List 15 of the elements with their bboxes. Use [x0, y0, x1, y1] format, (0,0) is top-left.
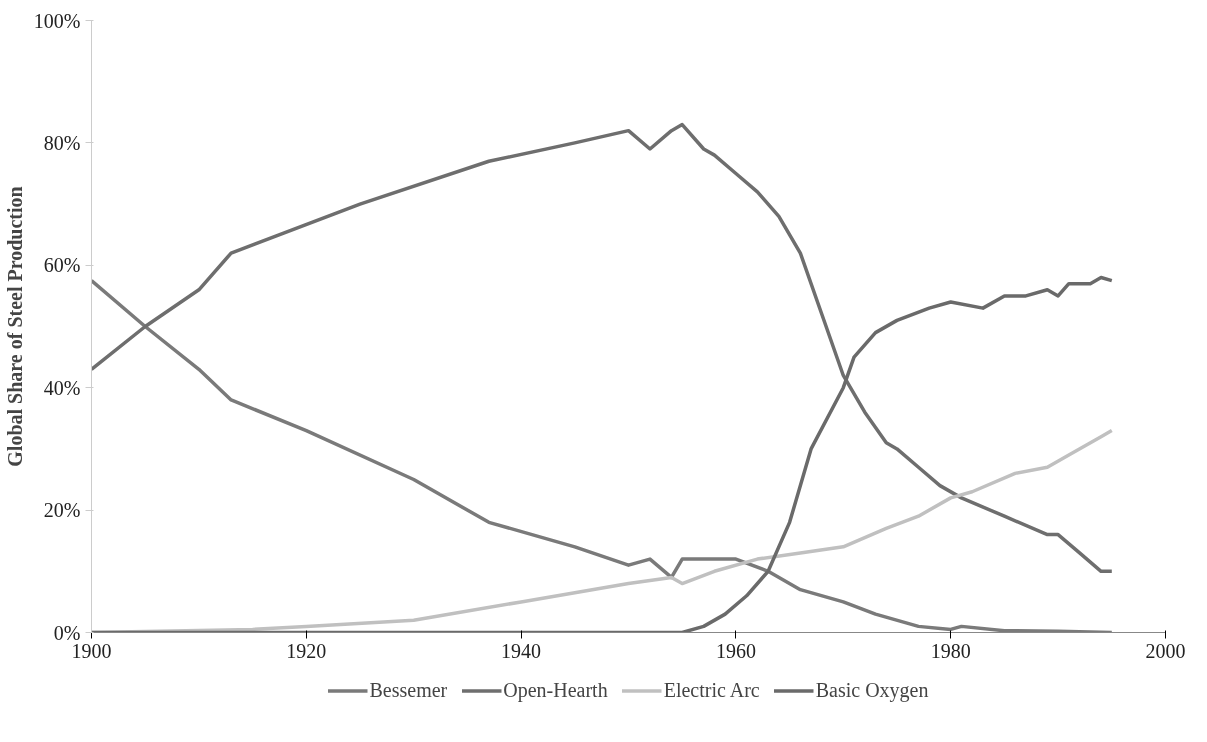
x-tick-label: 1940 — [501, 639, 542, 662]
y-tick-label: 20% — [43, 499, 81, 522]
legend-label: Bessemer — [369, 678, 448, 702]
legend-label: Open-Hearth — [503, 678, 608, 702]
y-tick-label: 80% — [43, 131, 81, 154]
x-tick-label: 2000 — [1145, 639, 1186, 662]
x-tick-label: 1980 — [930, 639, 971, 662]
y-tick-label: 60% — [43, 254, 81, 277]
legend-label: Basic Oxygen — [815, 678, 929, 702]
x-tick-label: 1920 — [286, 639, 327, 662]
x-tick-label: 1960 — [715, 639, 756, 662]
y-axis-title: Global Share of Steel Production — [3, 186, 26, 467]
y-tick-label: 40% — [43, 376, 81, 399]
y-tick-label: 100% — [33, 9, 81, 32]
legend-label: Electric Arc — [663, 678, 760, 702]
